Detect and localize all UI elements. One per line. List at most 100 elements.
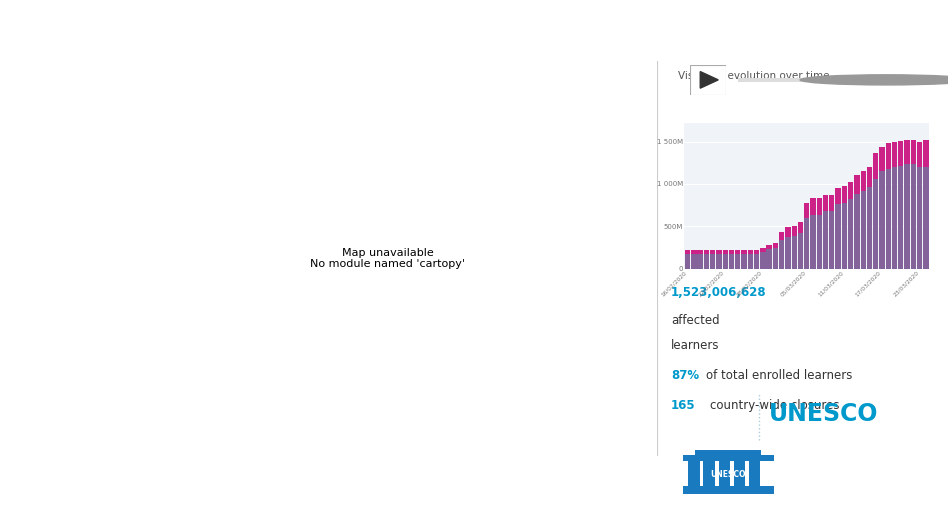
- Bar: [766, 249, 772, 269]
- Text: affected: affected: [671, 314, 720, 327]
- Bar: [729, 250, 734, 269]
- Text: 87%: 87%: [671, 369, 699, 382]
- Text: 1,523,006,628: 1,523,006,628: [671, 286, 767, 299]
- Bar: [741, 250, 747, 269]
- Bar: [911, 164, 916, 269]
- Bar: [684, 250, 690, 269]
- Bar: [842, 203, 848, 269]
- Bar: [873, 179, 879, 269]
- Bar: [698, 254, 702, 269]
- Bar: [866, 187, 872, 269]
- Bar: [917, 142, 922, 269]
- Bar: [848, 182, 853, 269]
- Bar: [880, 171, 884, 269]
- Bar: [830, 211, 834, 269]
- Text: of total enrolled learners: of total enrolled learners: [706, 369, 852, 382]
- Text: 25/03/2020: 25/03/2020: [702, 148, 808, 166]
- Bar: [749, 461, 760, 486]
- Bar: [798, 233, 803, 269]
- Bar: [861, 191, 866, 269]
- Bar: [766, 245, 772, 269]
- Text: Visualize evolution over time.: Visualize evolution over time.: [678, 71, 832, 81]
- Bar: [717, 254, 721, 269]
- Bar: [904, 164, 910, 269]
- Bar: [792, 226, 797, 269]
- Bar: [811, 198, 815, 269]
- Bar: [719, 461, 730, 486]
- Bar: [811, 215, 815, 269]
- Bar: [854, 194, 860, 269]
- Bar: [866, 167, 872, 269]
- Polygon shape: [701, 72, 719, 88]
- Bar: [823, 211, 829, 269]
- Bar: [717, 250, 721, 269]
- Text: UNESCO: UNESCO: [769, 402, 879, 426]
- Bar: [785, 227, 791, 269]
- Bar: [823, 195, 829, 269]
- Bar: [703, 461, 715, 486]
- Bar: [710, 250, 716, 269]
- Bar: [898, 166, 903, 269]
- Bar: [741, 254, 747, 269]
- Bar: [911, 140, 916, 269]
- Bar: [754, 250, 759, 269]
- Bar: [830, 195, 834, 269]
- Bar: [848, 199, 853, 269]
- Bar: [735, 250, 740, 269]
- Bar: [710, 254, 716, 269]
- Bar: [779, 240, 784, 269]
- Bar: [754, 254, 759, 269]
- Bar: [898, 141, 903, 269]
- Bar: [695, 450, 761, 456]
- Bar: [816, 215, 822, 269]
- Bar: [792, 236, 797, 269]
- Bar: [923, 140, 929, 269]
- Bar: [779, 232, 784, 269]
- Text: Map unavailable
No module named 'cartopy': Map unavailable No module named 'cartopy…: [310, 248, 465, 269]
- Bar: [691, 250, 697, 269]
- Bar: [703, 254, 709, 269]
- Bar: [729, 254, 734, 269]
- Bar: [804, 218, 810, 269]
- Bar: [688, 461, 700, 486]
- Bar: [923, 167, 929, 269]
- Bar: [748, 250, 753, 269]
- Bar: [804, 203, 810, 269]
- Bar: [683, 456, 774, 461]
- Bar: [773, 243, 778, 269]
- Bar: [880, 146, 884, 269]
- Bar: [785, 237, 791, 269]
- Bar: [683, 486, 774, 494]
- Bar: [734, 461, 745, 486]
- Bar: [816, 198, 822, 269]
- Text: country-wide closures: country-wide closures: [710, 398, 840, 412]
- Bar: [854, 176, 860, 269]
- Bar: [892, 141, 897, 269]
- Bar: [722, 250, 728, 269]
- Bar: [861, 171, 866, 269]
- Bar: [892, 167, 897, 269]
- Bar: [773, 248, 778, 269]
- Bar: [798, 222, 803, 269]
- Bar: [885, 143, 891, 269]
- Circle shape: [800, 75, 948, 85]
- Bar: [703, 250, 709, 269]
- Bar: [904, 140, 910, 269]
- Text: learners: learners: [671, 339, 720, 352]
- Bar: [722, 254, 728, 269]
- Bar: [835, 188, 841, 269]
- Bar: [885, 168, 891, 269]
- Bar: [842, 186, 848, 269]
- Text: UNESCO: UNESCO: [710, 470, 746, 479]
- Bar: [698, 250, 702, 269]
- Text: 165: 165: [671, 398, 696, 412]
- Bar: [873, 153, 879, 269]
- Bar: [735, 254, 740, 269]
- Bar: [760, 248, 766, 269]
- Bar: [917, 167, 922, 269]
- Bar: [738, 78, 894, 82]
- Bar: [748, 254, 753, 269]
- Bar: [684, 254, 690, 269]
- Bar: [760, 252, 766, 269]
- Bar: [835, 204, 841, 269]
